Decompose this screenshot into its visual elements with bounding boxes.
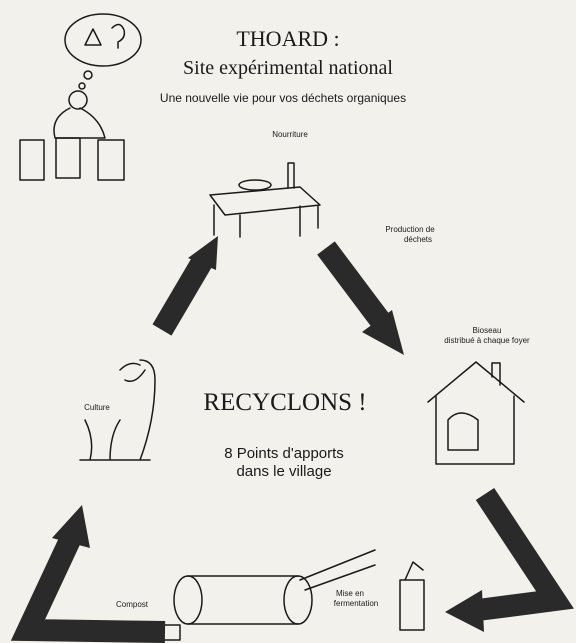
title: THOARD : (236, 26, 339, 51)
diagram: THOARD : Site expérimental national Une … (0, 0, 576, 643)
step-label: Nourriture (272, 130, 308, 139)
step-line: fermentation (334, 599, 378, 608)
note-line: 8 Points d'apports (224, 445, 344, 462)
step-line: déchets (404, 235, 432, 244)
step-line: Production de (385, 225, 435, 234)
step-line: Compost (116, 600, 149, 609)
step-label: Compost (116, 600, 149, 609)
step-line: Bioseau (473, 326, 502, 335)
step-line: Mise en (336, 589, 364, 598)
subtitle: Site expérimental national (183, 57, 393, 79)
step-line: Culture (84, 403, 110, 412)
slogan: RECYCLONS ! (203, 389, 366, 416)
step-line: Nourriture (272, 130, 308, 139)
note-line: dans le village (236, 463, 331, 480)
step-line: distribué à chaque foyer (444, 336, 530, 345)
step-label: Culture (84, 403, 110, 412)
tagline: Une nouvelle vie pour vos déchets organi… (160, 91, 406, 105)
